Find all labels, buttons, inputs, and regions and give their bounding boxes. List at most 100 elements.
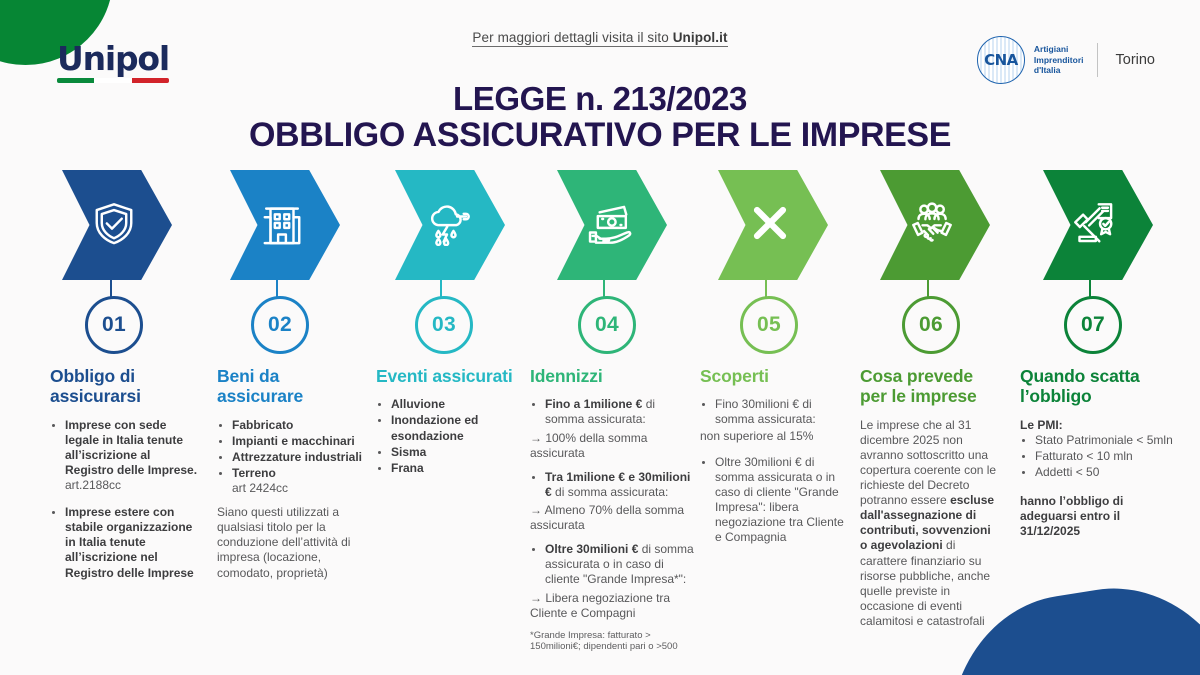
page-title: LEGGE n. 213/2023 OBBLIGO ASSICURATIVO P…: [0, 80, 1200, 154]
list-item: Inondazione ed esondazione: [391, 413, 516, 443]
bullet-list: AlluvioneInondazione ed esondazione Sisma…: [376, 397, 516, 476]
footnote: *Grande Impresa: fatturato > 150milioni€…: [530, 629, 678, 653]
cross-x-icon: [753, 200, 793, 251]
step-number-badge-02: 02: [251, 296, 309, 354]
bullet-list: Imprese con sede legale in Italia tenute…: [50, 418, 202, 581]
step-title-06: Cosa prevede per le imprese: [860, 366, 977, 407]
connector-line-01: [110, 280, 112, 302]
cna-line-1: Artigiani: [1033, 43, 1069, 54]
cna-city-label: Torino: [1115, 52, 1156, 68]
bullet-list: Fino 30milioni € di somma assicurata:: [700, 397, 850, 427]
unipol-logo-text: Unipol: [57, 39, 170, 78]
step-column-06: Cosa prevede per le imprese Le imprese ch…: [860, 366, 1000, 629]
chevron-band: [0, 170, 1200, 280]
chevron-step-02: [230, 170, 340, 280]
top-link-prefix: Per maggiori dettagli visita il sito: [472, 30, 673, 45]
list-item: Alluvione: [391, 397, 516, 412]
step-title-05: Scoperti: [700, 366, 769, 386]
list-item: Addetti < 50: [1035, 465, 1180, 480]
step-number-badge-04: 04: [578, 296, 636, 354]
cna-line-3: d'Italia: [1033, 65, 1061, 76]
step-title-07: Quando scatta l’obbligo: [1020, 366, 1140, 407]
list-item: Imprese con sede legale in Italia tenute…: [65, 418, 202, 494]
step-column-07: Quando scatta l’obbligo Le PMI:Stato Patr…: [1020, 366, 1180, 539]
chevron-step-05: [718, 170, 828, 280]
step-sub-note: non superiore al 15%: [700, 428, 814, 443]
connector-line-04: [603, 280, 605, 302]
bullet-list: Stato Patrimoniale < 5mlnFatturato < 10 …: [1020, 433, 1180, 480]
chevron-step-04: [557, 170, 667, 280]
chevron-step-07: [1043, 170, 1153, 280]
list-item: Fino a 1milione € di somma assicurata:: [545, 397, 695, 427]
bullet-list: FabbricatoImpianti e macchinariAttrezzat…: [217, 418, 367, 497]
bullet-list: Tra 1milione € e 30milioni € di somma as…: [530, 470, 695, 500]
connector-line-02: [276, 280, 278, 302]
list-item: Fatturato < 10 mln: [1035, 449, 1180, 464]
step-body-03: AlluvioneInondazione ed esondazione Sisma…: [376, 397, 516, 476]
chevron-step-03: [395, 170, 505, 280]
bullet-list: Fino a 1milione € di somma assicurata:: [530, 397, 695, 427]
list-item: Oltre 30milioni € di somma assicurata o …: [545, 542, 695, 587]
list-item: Fino 30milioni € di somma assicurata:: [715, 397, 850, 427]
step-title-03: Eventi assicurati: [376, 366, 513, 386]
step-body-02: FabbricatoImpianti e macchinariAttrezzat…: [217, 418, 367, 581]
cna-subtitle: Artigiani Imprenditori d'Italia: [1034, 44, 1084, 77]
connector-line-06: [927, 280, 929, 302]
top-link-site: Unipol.it: [672, 30, 728, 45]
gavel-certificate-icon: [1074, 200, 1118, 251]
bullet-list: Oltre 30milioni € di somma assicurata o …: [530, 542, 695, 587]
cna-line-2: Imprenditori: [1033, 54, 1084, 65]
step-column-03: Eventi assicurati AlluvioneInondazione ed…: [376, 366, 516, 477]
cna-emblem-icon: CNA: [976, 36, 1025, 84]
step-body-07: Le PMI:Stato Patrimoniale < 5mlnFatturat…: [1020, 418, 1180, 540]
step-body-01: Imprese con sede legale in Italia tenute…: [50, 418, 202, 581]
title-line-1: LEGGE n. 213/2023: [452, 80, 748, 117]
step-body-04: Fino a 1milione € di somma assicurata:→ …: [530, 397, 695, 652]
step-number-badge-07: 07: [1064, 296, 1122, 354]
storm-cloud-rain-icon: [430, 200, 470, 251]
list-item: Oltre 30milioni € di somma assicurata o …: [715, 455, 850, 546]
step-arrow-note: → 100% della somma assicurata: [530, 430, 648, 460]
step-column-05: Scoperti Fino 30milioni € di somma assicu…: [700, 366, 850, 546]
list-item: Imprese estere con stabile organizzazion…: [65, 505, 202, 581]
unipol-logo: Unipol: [57, 42, 177, 83]
list-item: Impianti e macchinari: [232, 434, 367, 449]
step-number-badge-06: 06: [902, 296, 960, 354]
chevron-step-01: [62, 170, 172, 280]
step-number-badge-01: 01: [85, 296, 143, 354]
step-title-02: Beni da assicurare: [217, 366, 304, 407]
step-column-02: Beni da assicurare FabbricatoImpianti e m…: [217, 366, 367, 581]
step-number-badge-05: 05: [740, 296, 798, 354]
building-icon: [263, 200, 305, 251]
connector-line-07: [1089, 280, 1091, 302]
step-arrow-note: → Almeno 70% della somma assicurata: [530, 502, 685, 533]
connector-line-03: [440, 280, 442, 302]
handshake-people-icon: [912, 200, 955, 251]
step-lead: Le PMI:: [1020, 417, 1063, 432]
list-item: Stato Patrimoniale < 5mln: [1035, 433, 1180, 448]
step-number-badge-03: 03: [415, 296, 473, 354]
step-title-04: Idennizzi: [530, 366, 603, 386]
list-item: Frana: [391, 461, 516, 476]
step-note: Siano questi utilizzati a qualsiasi tito…: [217, 505, 351, 580]
hand-money-icon: [588, 200, 632, 251]
step-paragraph: Le imprese che al 31 dicembre 2025 non a…: [860, 417, 997, 629]
italian-flag-icon: [57, 78, 169, 83]
step-closing: hanno l’obbligo di adeguarsi entro il 31…: [1020, 494, 1124, 539]
step-column-04: Idennizzi Fino a 1milione € di somma assi…: [530, 366, 695, 653]
list-item: Sisma: [391, 445, 516, 460]
cna-logo: CNA Artigiani Imprenditori d'Italia Tori…: [976, 36, 1156, 84]
list-item: Tra 1milione € e 30milioni € di somma as…: [545, 470, 695, 500]
list-item: Fabbricato: [232, 418, 367, 433]
step-column-01: Obbligo di assicurarsi Imprese con sede l…: [50, 366, 202, 582]
shield-check-icon: [95, 200, 137, 251]
bullet-list: Oltre 30milioni € di somma assicurata o …: [700, 455, 850, 546]
step-body-06: Le imprese che al 31 dicembre 2025 non a…: [860, 418, 1000, 630]
chevron-step-06: [880, 170, 990, 280]
title-line-2: OBBLIGO ASSICURATIVO PER LE IMPRESE: [249, 115, 951, 154]
cna-divider: [1096, 43, 1098, 77]
step-arrow-note: → Libera negoziazione tra Cliente e Comp…: [530, 590, 671, 620]
top-link[interactable]: Per maggiori dettagli visita il sito Uni…: [0, 30, 1200, 47]
